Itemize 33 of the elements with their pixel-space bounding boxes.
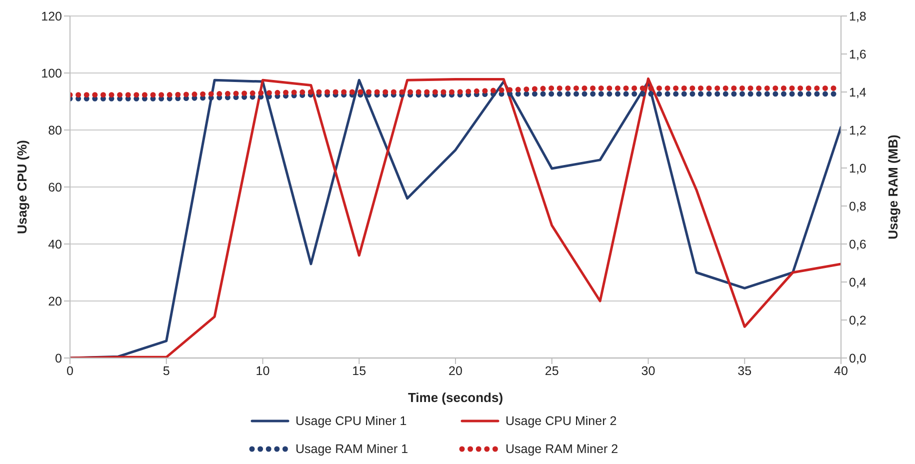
- legend-label: Usage RAM Miner 1: [296, 442, 408, 456]
- x-tick-label: 5: [162, 364, 170, 378]
- y2-tick-label: 0,4: [849, 275, 866, 290]
- y2-axis-title: Usage RAM (MB): [886, 134, 901, 240]
- x-axis-title: Time (seconds): [408, 390, 504, 405]
- y-tick-label: 40: [48, 237, 62, 252]
- x-tick-label: 20: [448, 364, 462, 378]
- x-tick-label: 40: [834, 364, 848, 378]
- y2-tick-label: 1,2: [849, 123, 866, 138]
- y2-tick-label: 1,0: [849, 161, 866, 176]
- x-tick-label: 10: [256, 364, 270, 378]
- x-tick-label: 30: [641, 364, 656, 378]
- y2-tick-label: 0,0: [849, 351, 866, 366]
- y-tick-label: 20: [48, 294, 62, 308]
- y2-tick-label: 1,4: [849, 85, 866, 100]
- y2-tick-label: 0,8: [849, 199, 866, 214]
- y2-tick-label: 0,6: [849, 237, 866, 252]
- y2-tick-label: 1,6: [849, 47, 866, 62]
- y-tick-label: 120: [41, 9, 62, 24]
- legend-label: Usage RAM Miner 2: [506, 442, 618, 456]
- x-tick-label: 0: [66, 364, 74, 378]
- y-tick-label: 80: [48, 123, 62, 138]
- y-tick-label: 0: [55, 351, 62, 366]
- x-tick-label: 25: [544, 364, 559, 378]
- y2-tick-label: 0,2: [849, 313, 866, 328]
- x-tick-label: 15: [352, 364, 366, 378]
- y-tick-label: 100: [41, 66, 62, 80]
- legend-label: Usage CPU Miner 1: [296, 414, 407, 428]
- x-tick-label: 35: [738, 364, 752, 378]
- y-axis-title: Usage CPU (%): [14, 140, 30, 234]
- legend-label: Usage CPU Miner 2: [506, 414, 617, 428]
- y2-tick-label: 1,8: [849, 9, 866, 24]
- y-tick-label: 60: [48, 180, 62, 194]
